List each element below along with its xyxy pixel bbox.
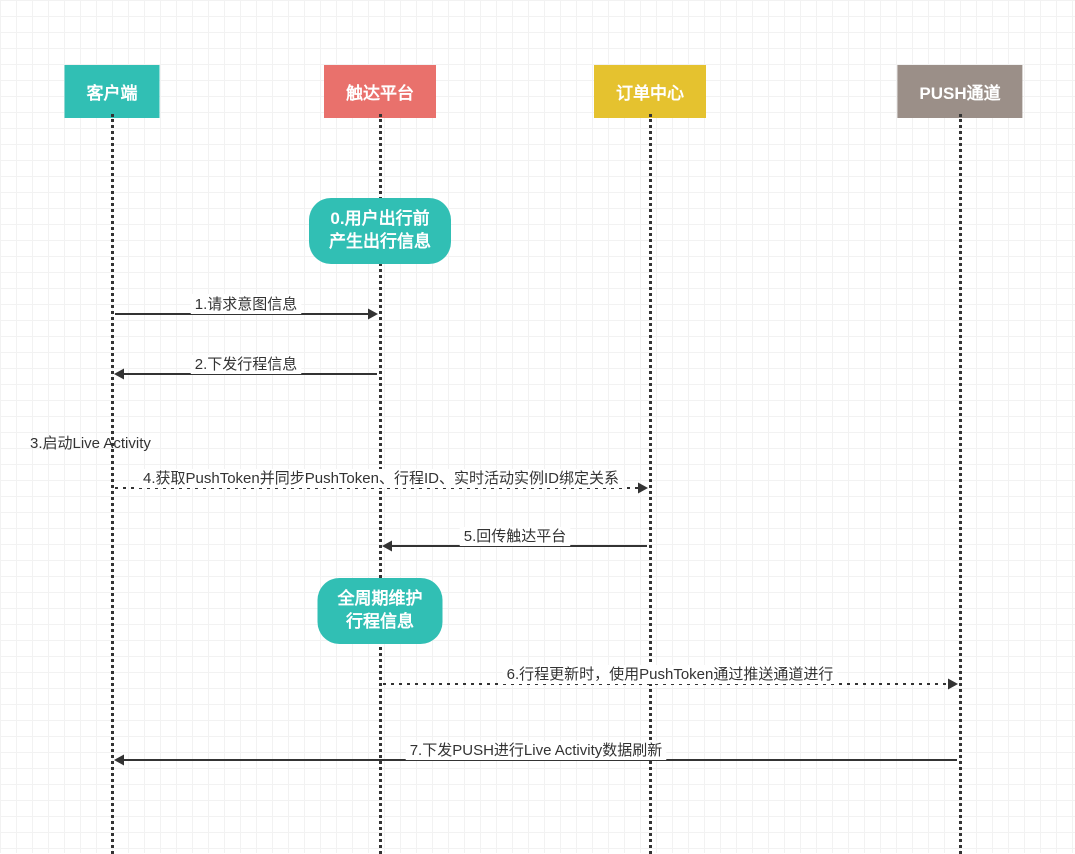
label-m5: 5.回传触达平台: [464, 528, 567, 545]
arrows-layer: 1.请求意图信息 2.下发行程信息 4.获取PushToken并同步PushToke…: [0, 0, 1075, 853]
label-m4: 4.获取PushToken并同步PushToken、行程ID、实时活动实例ID绑…: [143, 470, 619, 487]
label-m7: 7.下发PUSH进行Live Activity数据刷新: [410, 742, 663, 759]
label-m1: 1.请求意图信息: [195, 295, 298, 313]
sequence-diagram: 客户端触达平台订单中心PUSH通道 0.用户出行前产生出行信息全周期维护行程信息…: [0, 0, 1075, 853]
label-m2: 2.下发行程信息: [195, 356, 298, 373]
label-m6: 6.行程更新时，使用PushToken通过推送通道进行: [507, 666, 834, 683]
self-msg-m3: 3.启动Live Activity: [30, 432, 151, 453]
